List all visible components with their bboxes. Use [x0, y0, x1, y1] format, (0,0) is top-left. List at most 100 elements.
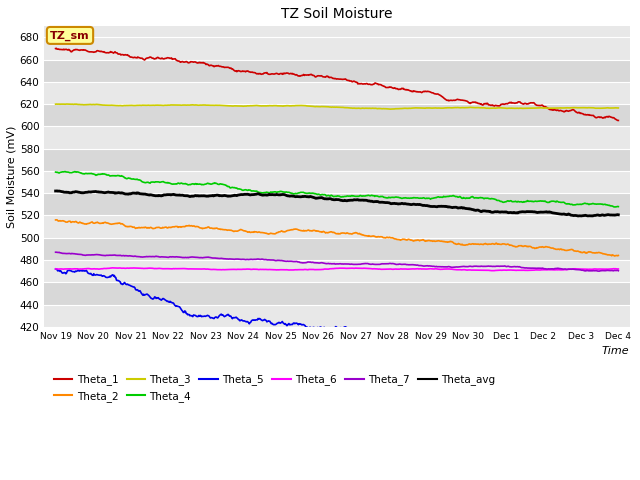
Theta_5 — [427, 342, 435, 348]
Theta_5 — [118, 281, 125, 287]
Theta_4 — [614, 204, 622, 209]
Theta_4 — [222, 182, 230, 188]
Title: TZ Soil Moisture: TZ Soil Moisture — [281, 7, 393, 21]
Theta_7 — [52, 249, 60, 255]
Theta_7 — [595, 268, 603, 274]
Theta_4 — [61, 168, 69, 174]
Theta_3 — [271, 103, 279, 108]
Theta_3 — [387, 106, 394, 112]
Bar — [44, 282, 630, 304]
Theta_avg — [271, 192, 279, 198]
Line: Theta_5: Theta_5 — [56, 269, 618, 356]
Theta_avg — [396, 201, 404, 207]
Theta_3 — [250, 103, 257, 108]
Theta_7 — [52, 249, 60, 255]
Theta_7 — [396, 261, 404, 267]
Bar — [44, 260, 630, 282]
Line: Theta_6: Theta_6 — [56, 268, 618, 271]
Theta_5 — [249, 317, 257, 323]
Theta_7 — [614, 268, 622, 274]
Line: Theta_7: Theta_7 — [56, 252, 618, 271]
Theta_7 — [118, 253, 126, 259]
Theta_5 — [554, 353, 561, 359]
Theta_3 — [64, 101, 72, 107]
Line: Theta_4: Theta_4 — [56, 171, 618, 207]
Theta_4 — [611, 204, 618, 210]
Theta_6 — [614, 266, 622, 272]
Theta_3 — [428, 105, 436, 111]
Y-axis label: Soil Moisture (mV): Soil Moisture (mV) — [7, 125, 17, 228]
Theta_6 — [108, 265, 116, 271]
Theta_2 — [396, 237, 404, 242]
Theta_3 — [614, 105, 622, 111]
Theta_7 — [222, 256, 230, 262]
Theta_2 — [118, 221, 126, 227]
Theta_1 — [52, 46, 60, 51]
Line: Theta_2: Theta_2 — [56, 220, 618, 256]
Bar — [44, 104, 630, 126]
Theta_1 — [614, 118, 622, 123]
Theta_2 — [428, 238, 435, 244]
Bar — [44, 216, 630, 238]
Theta_4 — [396, 195, 404, 201]
Theta_5 — [52, 266, 60, 272]
Theta_1 — [428, 90, 435, 96]
Theta_4 — [250, 188, 257, 194]
Bar — [44, 238, 630, 260]
Theta_4 — [271, 189, 279, 195]
Bar — [44, 304, 630, 327]
Theta_7 — [271, 258, 279, 264]
Theta_avg — [52, 188, 60, 194]
Theta_3 — [118, 103, 126, 108]
Theta_avg — [222, 193, 230, 199]
Theta_avg — [574, 213, 582, 219]
Theta_2 — [53, 217, 61, 223]
Theta_avg — [428, 204, 435, 209]
Theta_6 — [222, 267, 230, 273]
Bar — [44, 60, 630, 82]
Theta_2 — [250, 229, 257, 235]
Theta_avg — [614, 212, 622, 217]
X-axis label: Time: Time — [602, 346, 630, 356]
Theta_1 — [250, 70, 257, 75]
Theta_1 — [271, 71, 279, 77]
Theta_1 — [222, 64, 230, 70]
Line: Theta_avg: Theta_avg — [56, 191, 618, 216]
Theta_3 — [222, 103, 230, 108]
Bar — [44, 171, 630, 193]
Theta_3 — [52, 101, 60, 107]
Bar — [44, 149, 630, 171]
Theta_5 — [614, 341, 622, 347]
Theta_4 — [52, 169, 60, 175]
Theta_6 — [52, 266, 60, 272]
Bar — [44, 126, 630, 149]
Line: Theta_3: Theta_3 — [56, 104, 618, 109]
Theta_6 — [118, 265, 126, 271]
Theta_6 — [489, 268, 497, 274]
Bar — [44, 82, 630, 104]
Theta_4 — [118, 173, 126, 179]
Theta_5 — [221, 313, 229, 319]
Theta_5 — [395, 342, 403, 348]
Bar — [44, 37, 630, 60]
Theta_4 — [428, 196, 435, 202]
Theta_avg — [250, 192, 257, 197]
Theta_6 — [396, 266, 404, 272]
Theta_2 — [52, 217, 60, 223]
Bar — [44, 193, 630, 216]
Theta_2 — [271, 231, 279, 237]
Theta_avg — [118, 190, 126, 196]
Theta_6 — [428, 266, 435, 272]
Legend: Theta_1, Theta_2, Theta_3, Theta_4, Theta_5, Theta_6, Theta_7, Theta_avg: Theta_1, Theta_2, Theta_3, Theta_4, Thet… — [49, 371, 499, 406]
Theta_5 — [270, 322, 278, 327]
Line: Theta_1: Theta_1 — [56, 48, 618, 120]
Theta_2 — [614, 252, 622, 258]
Theta_2 — [611, 253, 618, 259]
Theta_1 — [396, 86, 404, 92]
Theta_1 — [52, 46, 60, 51]
Text: TZ_sm: TZ_sm — [50, 30, 90, 41]
Theta_7 — [428, 263, 435, 269]
Theta_2 — [222, 227, 230, 233]
Theta_6 — [250, 266, 257, 272]
Theta_3 — [397, 106, 404, 111]
